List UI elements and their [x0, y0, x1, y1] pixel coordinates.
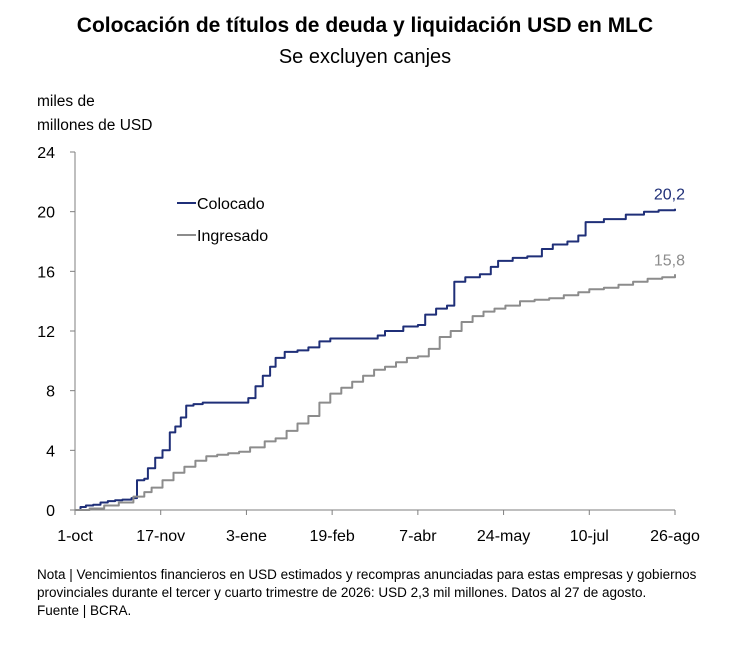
x-tick-label: 10-jul: [570, 528, 609, 545]
note-text: Nota | Vencimientos financieros en USD e…: [37, 567, 697, 600]
y-tick-label: 24: [37, 145, 55, 162]
y-axis-unit-label: miles de millones de USD: [37, 90, 237, 138]
y-tick-label: 8: [46, 384, 55, 401]
chart-axes: 0 4 8 12 16 20 24 1-oct 17-nov 3-ene 19-feb 7-abr 24…: [37, 145, 700, 545]
chart-subtitle: Se excluyen canjes: [278, 46, 452, 68]
y-tick-label: 20: [37, 205, 55, 222]
footnote: Nota | Vencimientos financieros en USD e…: [37, 566, 707, 620]
chart-legend: Colocado Ingresado: [177, 196, 268, 245]
legend-label-ingresado: Ingresado: [197, 228, 268, 245]
end-label-ingresado: 15,8: [654, 252, 685, 269]
x-tick-label: 7-abr: [399, 528, 437, 545]
y-axis-unit-line1: miles de: [37, 93, 95, 110]
end-label-colocado: 20,2: [654, 187, 685, 204]
source-text: Fuente | BCRA.: [37, 603, 132, 618]
chart-series: 20,2 15,8: [75, 187, 685, 511]
x-tick-label: 26-ago: [650, 528, 700, 545]
legend-label-colocado: Colocado: [197, 196, 265, 213]
x-tick-label: 19-feb: [309, 528, 354, 545]
x-tick-label: 1-oct: [57, 528, 93, 545]
x-tick-label: 24-may: [477, 528, 530, 545]
y-tick-label: 16: [37, 264, 55, 281]
x-tick-label: 17-nov: [136, 528, 185, 545]
y-tick-label: 4: [46, 443, 55, 460]
series-line-colocado: [75, 208, 676, 511]
y-tick-label: 0: [46, 503, 55, 520]
y-tick-label: 12: [37, 324, 55, 341]
series-line-ingresado: [75, 274, 676, 511]
chart-title: Colocación de títulos de deuda y liquida…: [76, 14, 654, 37]
y-axis-unit-line2: millones de USD: [37, 117, 153, 134]
x-tick-label: 3-ene: [226, 528, 267, 545]
